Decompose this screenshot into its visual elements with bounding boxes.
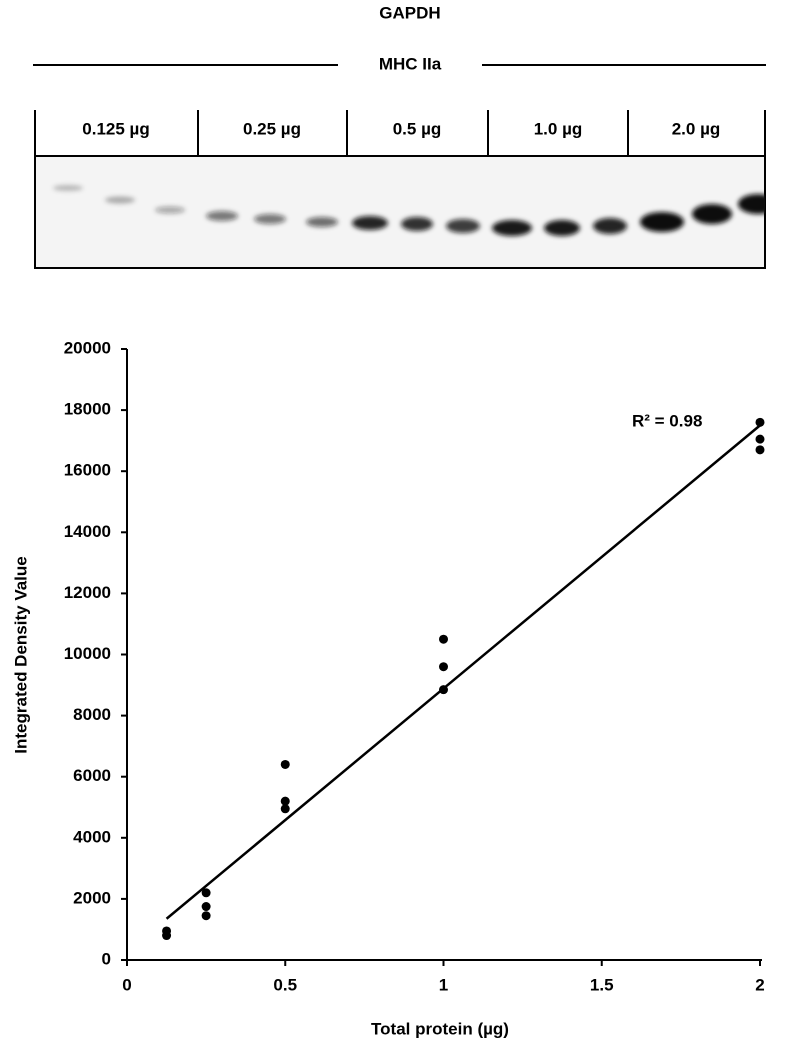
x-axis-label: Total protein (µg) bbox=[371, 1019, 509, 1038]
y-tick-label: 18000 bbox=[64, 400, 111, 419]
y-tick-label: 10000 bbox=[64, 644, 111, 663]
blot-title: GAPDH bbox=[379, 3, 440, 22]
data-point bbox=[280, 759, 290, 769]
data-point bbox=[280, 804, 290, 814]
y-tick-label: 2000 bbox=[73, 888, 111, 907]
data-point bbox=[755, 445, 765, 455]
data-point bbox=[439, 634, 448, 644]
lane-label: 1.0 µg bbox=[534, 119, 583, 138]
lane-label: 0.25 µg bbox=[243, 119, 301, 138]
data-point bbox=[162, 931, 172, 941]
data-point bbox=[755, 417, 765, 427]
y-axis-label: Integrated Density Value bbox=[11, 556, 30, 753]
y-tick-label: 14000 bbox=[64, 522, 111, 541]
data-point bbox=[439, 662, 448, 672]
blot-subtitle: MHC IIa bbox=[379, 54, 442, 73]
y-tick-label: 6000 bbox=[73, 766, 111, 785]
y-tick-label: 12000 bbox=[64, 583, 111, 602]
x-tick-label: 0.5 bbox=[273, 975, 297, 994]
y-tick-label: 20000 bbox=[64, 338, 111, 357]
blot-image bbox=[34, 155, 766, 269]
x-tick-label: 1.5 bbox=[590, 975, 614, 994]
lane-label: 2.0 µg bbox=[672, 119, 721, 138]
x-tick-label: 0 bbox=[122, 975, 131, 994]
lane-label: 0.5 µg bbox=[393, 119, 442, 138]
lane-separators bbox=[34, 110, 766, 156]
data-point bbox=[201, 911, 211, 921]
x-tick-label: 2 bbox=[755, 975, 764, 994]
lane-label: 0.125 µg bbox=[82, 119, 149, 138]
y-tick-label: 0 bbox=[102, 949, 111, 968]
trendline bbox=[165, 424, 761, 920]
blot-bands bbox=[53, 185, 765, 236]
y-tick-label: 4000 bbox=[73, 827, 111, 846]
y-tick-label: 8000 bbox=[73, 705, 111, 724]
x-tick-label: 1 bbox=[439, 975, 448, 994]
data-point bbox=[280, 796, 290, 806]
annotation: R² = 0.98 bbox=[632, 411, 702, 430]
data-point bbox=[755, 434, 765, 444]
data-point bbox=[201, 902, 211, 912]
y-tick-label: 16000 bbox=[64, 461, 111, 480]
data-point bbox=[439, 685, 448, 695]
data-point bbox=[201, 888, 211, 898]
